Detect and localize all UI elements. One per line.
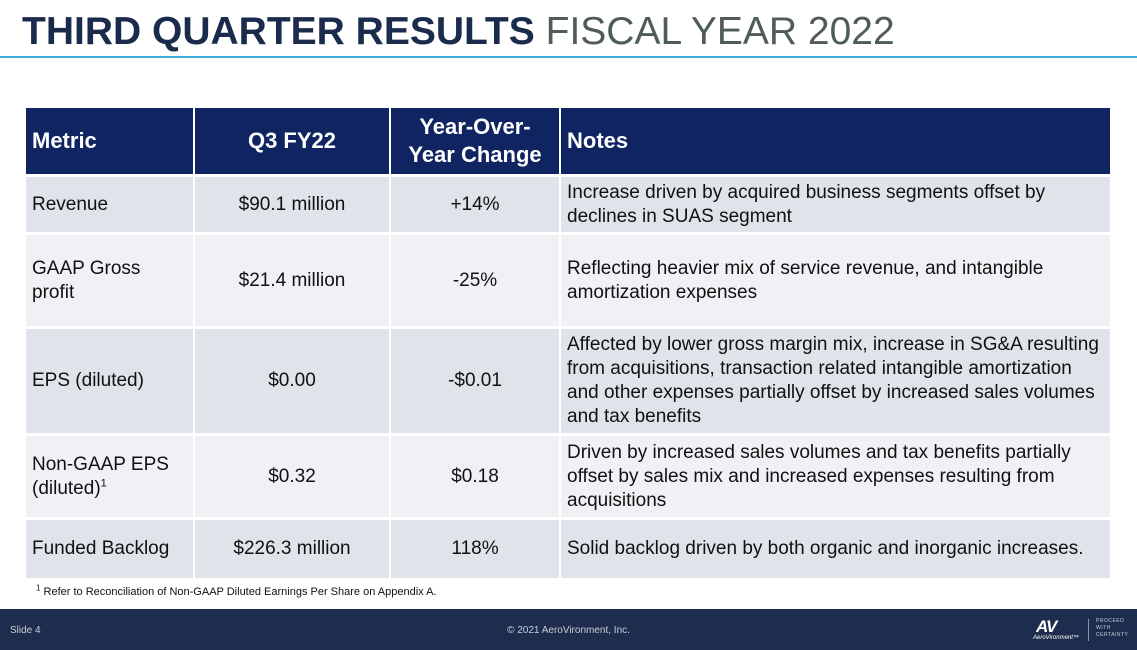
cell-notes: Driven by increased sales volumes and ta…: [560, 433, 1110, 519]
cell-change: -25%: [390, 232, 561, 328]
logo-divider: [1088, 619, 1089, 641]
table-row: Funded Backlog $226.3 million 118% Solid…: [26, 517, 1110, 578]
footer-bar: Slide 4 © 2021 AeroVironment, Inc. AV Ae…: [0, 609, 1137, 650]
tagline-line: CERTAINTY: [1096, 632, 1129, 638]
logo-tagline: PROCEED WITH CERTAINTY: [1096, 618, 1128, 639]
tagline-line: WITH: [1096, 625, 1111, 631]
title-light: FISCAL YEAR 2022: [545, 10, 895, 53]
cell-metric-text: Non-GAAP EPS (diluted): [32, 453, 169, 499]
cell-metric: Revenue: [26, 174, 195, 234]
cell-notes: Reflecting heavier mix of service revenu…: [560, 232, 1110, 328]
cell-notes: Increase driven by acquired business seg…: [560, 174, 1110, 234]
footnote-marker: 1: [36, 583, 41, 593]
cell-metric: GAAP Gross profit: [26, 232, 195, 328]
table-row: EPS (diluted) $0.00 -$0.01 Affected by l…: [26, 326, 1110, 435]
cell-notes: Affected by lower gross margin mix, incr…: [560, 326, 1110, 435]
results-table: Metric Q3 FY22 Year-Over-Year Change Not…: [26, 108, 1110, 578]
cell-change: +14%: [390, 174, 561, 234]
header-metric: Metric: [26, 108, 195, 176]
header-notes: Notes: [560, 108, 1110, 176]
cell-metric: Non-GAAP EPS (diluted)1: [26, 433, 195, 519]
cell-metric: EPS (diluted): [26, 326, 195, 435]
footnote: 1 Refer to Reconciliation of Non-GAAP Di…: [36, 583, 437, 598]
table-row: Revenue $90.1 million +14% Increase driv…: [26, 174, 1110, 234]
cell-value: $0.32: [194, 433, 391, 519]
header-value: Q3 FY22: [194, 108, 391, 176]
title-bold: THIRD QUARTER RESULTS: [22, 10, 535, 53]
cell-value: $21.4 million: [194, 232, 391, 328]
page-title: THIRD QUARTER RESULTS FISCAL YEAR 2022: [22, 10, 895, 54]
tagline-line: PROCEED: [1096, 618, 1125, 624]
footnote-text: Refer to Reconciliation of Non-GAAP Dilu…: [43, 586, 437, 598]
table-row: Non-GAAP EPS (diluted)1 $0.32 $0.18 Driv…: [26, 433, 1110, 519]
cell-change: $0.18: [390, 433, 561, 519]
footnote-ref: 1: [100, 477, 107, 490]
cell-notes: Solid backlog driven by both organic and…: [560, 517, 1110, 578]
company-logo: AV AeroVironment™ PROCEED WITH CERTAINTY: [1033, 617, 1133, 643]
title-divider: [0, 56, 1137, 58]
cell-metric: Funded Backlog: [26, 517, 195, 578]
table-row: GAAP Gross profit $21.4 million -25% Ref…: [26, 232, 1110, 328]
cell-value: $90.1 million: [194, 174, 391, 234]
slide-number: Slide 4: [10, 625, 41, 636]
cell-change: 118%: [390, 517, 561, 578]
cell-change: -$0.01: [390, 326, 561, 435]
copyright: © 2021 AeroVironment, Inc.: [507, 625, 630, 636]
header-change: Year-Over-Year Change: [390, 108, 561, 176]
logo-mark: AV: [1036, 617, 1057, 636]
cell-value: $0.00: [194, 326, 391, 435]
header-row: Metric Q3 FY22 Year-Over-Year Change Not…: [26, 108, 1110, 176]
cell-value: $226.3 million: [194, 517, 391, 578]
logo-name: AeroVironment™: [1033, 635, 1079, 641]
